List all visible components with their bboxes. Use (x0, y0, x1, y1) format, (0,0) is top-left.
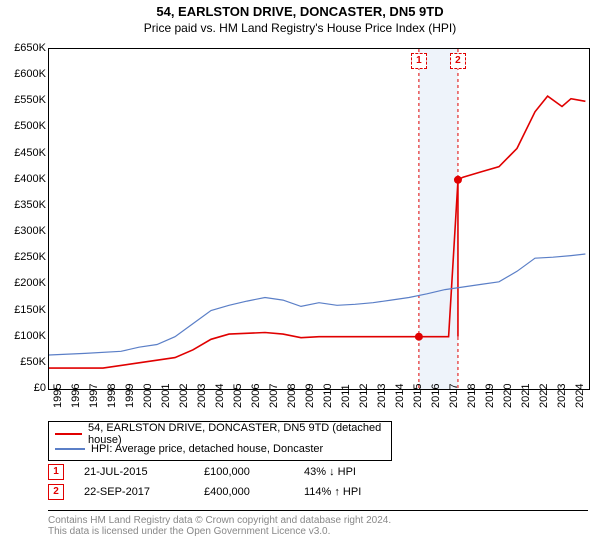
x-axis-label: 2008 (286, 384, 298, 408)
x-axis-label: 2020 (502, 384, 514, 408)
y-axis-label: £250K (2, 251, 46, 263)
x-axis-label: 1996 (70, 384, 82, 408)
y-axis-label: £300K (2, 225, 46, 237)
y-axis-label: £550K (2, 94, 46, 106)
y-axis-label: £650K (2, 42, 46, 54)
chart-plot-area: 1 2 (48, 48, 590, 390)
x-axis-label: 1997 (88, 384, 100, 408)
y-axis-label: £150K (2, 304, 46, 316)
legend-swatch (55, 448, 85, 450)
x-axis-label: 2009 (304, 384, 316, 408)
x-axis-label: 2013 (376, 384, 388, 408)
x-axis-label: 2022 (538, 384, 550, 408)
sale-date: 21-JUL-2015 (84, 466, 204, 478)
x-axis-label: 2014 (394, 384, 406, 408)
page-title: 54, EARLSTON DRIVE, DONCASTER, DN5 9TD (0, 0, 600, 19)
x-axis-label: 2007 (268, 384, 280, 408)
x-axis-label: 2017 (448, 384, 460, 408)
x-axis-label: 2012 (358, 384, 370, 408)
x-axis-label: 2023 (556, 384, 568, 408)
chart-svg (49, 49, 589, 389)
y-axis-label: £0 (2, 382, 46, 394)
x-axis-label: 2002 (178, 384, 190, 408)
band-marker-2: 2 (450, 53, 466, 69)
sale-delta: 43% ↓ HPI (304, 466, 356, 478)
y-axis-label: £450K (2, 147, 46, 159)
y-axis-label: £500K (2, 120, 46, 132)
sale-row: 1 21-JUL-2015 £100,000 43% ↓ HPI (48, 462, 361, 482)
sale-number-box: 1 (48, 464, 64, 480)
sale-date: 22-SEP-2017 (84, 486, 204, 498)
sale-delta: 114% ↑ HPI (304, 486, 361, 498)
x-axis-label: 2004 (214, 384, 226, 408)
x-axis-label: 2024 (574, 384, 586, 408)
footer: Contains HM Land Registry data © Crown c… (48, 510, 588, 537)
x-axis-label: 2018 (466, 384, 478, 408)
x-axis-label: 1999 (124, 384, 136, 408)
x-axis-label: 2011 (340, 384, 352, 408)
y-axis-label: £100K (2, 330, 46, 342)
x-axis-label: 2001 (160, 384, 172, 408)
x-axis-label: 2015 (412, 384, 424, 408)
legend-item: 54, EARLSTON DRIVE, DONCASTER, DN5 9TD (… (55, 426, 385, 441)
x-axis-label: 2016 (430, 384, 442, 408)
y-axis-label: £600K (2, 68, 46, 80)
legend-box: 54, EARLSTON DRIVE, DONCASTER, DN5 9TD (… (48, 421, 392, 461)
sale-rows: 1 21-JUL-2015 £100,000 43% ↓ HPI 2 22-SE… (48, 462, 361, 502)
y-axis-label: £400K (2, 173, 46, 185)
y-axis-label: £200K (2, 277, 46, 289)
x-axis-label: 2019 (484, 384, 496, 408)
x-axis-label: 1998 (106, 384, 118, 408)
sale-row: 2 22-SEP-2017 £400,000 114% ↑ HPI (48, 482, 361, 502)
footer-line: Contains HM Land Registry data © Crown c… (48, 515, 588, 526)
x-axis-label: 2006 (250, 384, 262, 408)
page-subtitle: Price paid vs. HM Land Registry's House … (0, 19, 600, 39)
x-axis-label: 2005 (232, 384, 244, 408)
footer-line: This data is licensed under the Open Gov… (48, 526, 588, 537)
x-axis-label: 2000 (142, 384, 154, 408)
x-axis-label: 2021 (520, 384, 532, 408)
sale-number-box: 2 (48, 484, 64, 500)
band-marker-1: 1 (411, 53, 427, 69)
legend-swatch (55, 433, 82, 435)
legend-label: HPI: Average price, detached house, Donc… (91, 443, 323, 455)
x-axis-label: 1995 (52, 384, 64, 408)
y-axis-label: £50K (2, 356, 46, 368)
y-axis-label: £350K (2, 199, 46, 211)
sale-price: £400,000 (204, 486, 304, 498)
x-axis-label: 2010 (322, 384, 334, 408)
sale-price: £100,000 (204, 466, 304, 478)
x-axis-label: 2003 (196, 384, 208, 408)
